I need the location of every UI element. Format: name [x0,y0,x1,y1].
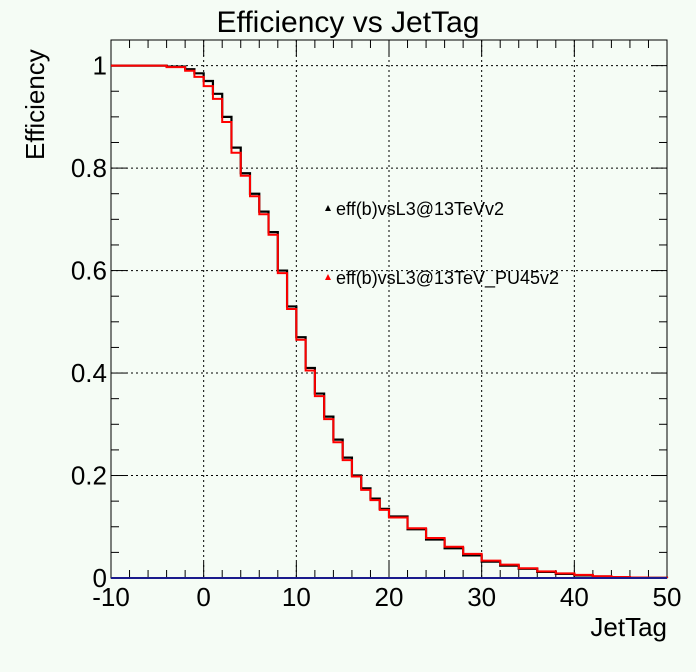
chart-title: Efficiency vs JetTag [217,6,480,39]
y-tick-label: 0.2 [71,461,107,491]
y-tick-label: 1 [93,51,107,81]
y-tick-labels: 0 0.2 0.4 0.6 0.8 1 [71,51,107,593]
legend-label-1: eff(b)vsL3@13TeVv2 [336,199,504,219]
y-tick-label: 0.6 [71,256,107,286]
x-tick-label: 10 [282,582,311,612]
legend-label-2: eff(b)vsL3@13TeV_PU45v2 [336,268,559,289]
legend-marker-1 [325,205,331,211]
minor-ticks [110,40,668,579]
x-tick-label: 30 [467,582,496,612]
x-tick-label: 20 [375,582,404,612]
y-tick-label: 0.8 [71,153,107,183]
legend: eff(b)vsL3@13TeVv2 eff(b)vsL3@13TeV_PU45v… [325,199,559,289]
y-tick-label: 0 [93,563,107,593]
x-tick-labels: -10 0 10 20 30 40 50 [92,582,681,612]
x-tick-label: 0 [196,582,210,612]
x-tick-label: -10 [92,582,130,612]
y-axis-label: Efficiency [20,49,50,160]
series-line-2 [111,64,668,579]
x-axis-label: JetTag [590,612,667,642]
legend-marker-2 [325,274,331,280]
x-tick-label: 40 [560,582,589,612]
plot-frame [110,39,668,579]
series-layer [111,64,669,579]
x-tick-label: 50 [653,582,682,612]
y-tick-label: 0.4 [71,358,107,388]
